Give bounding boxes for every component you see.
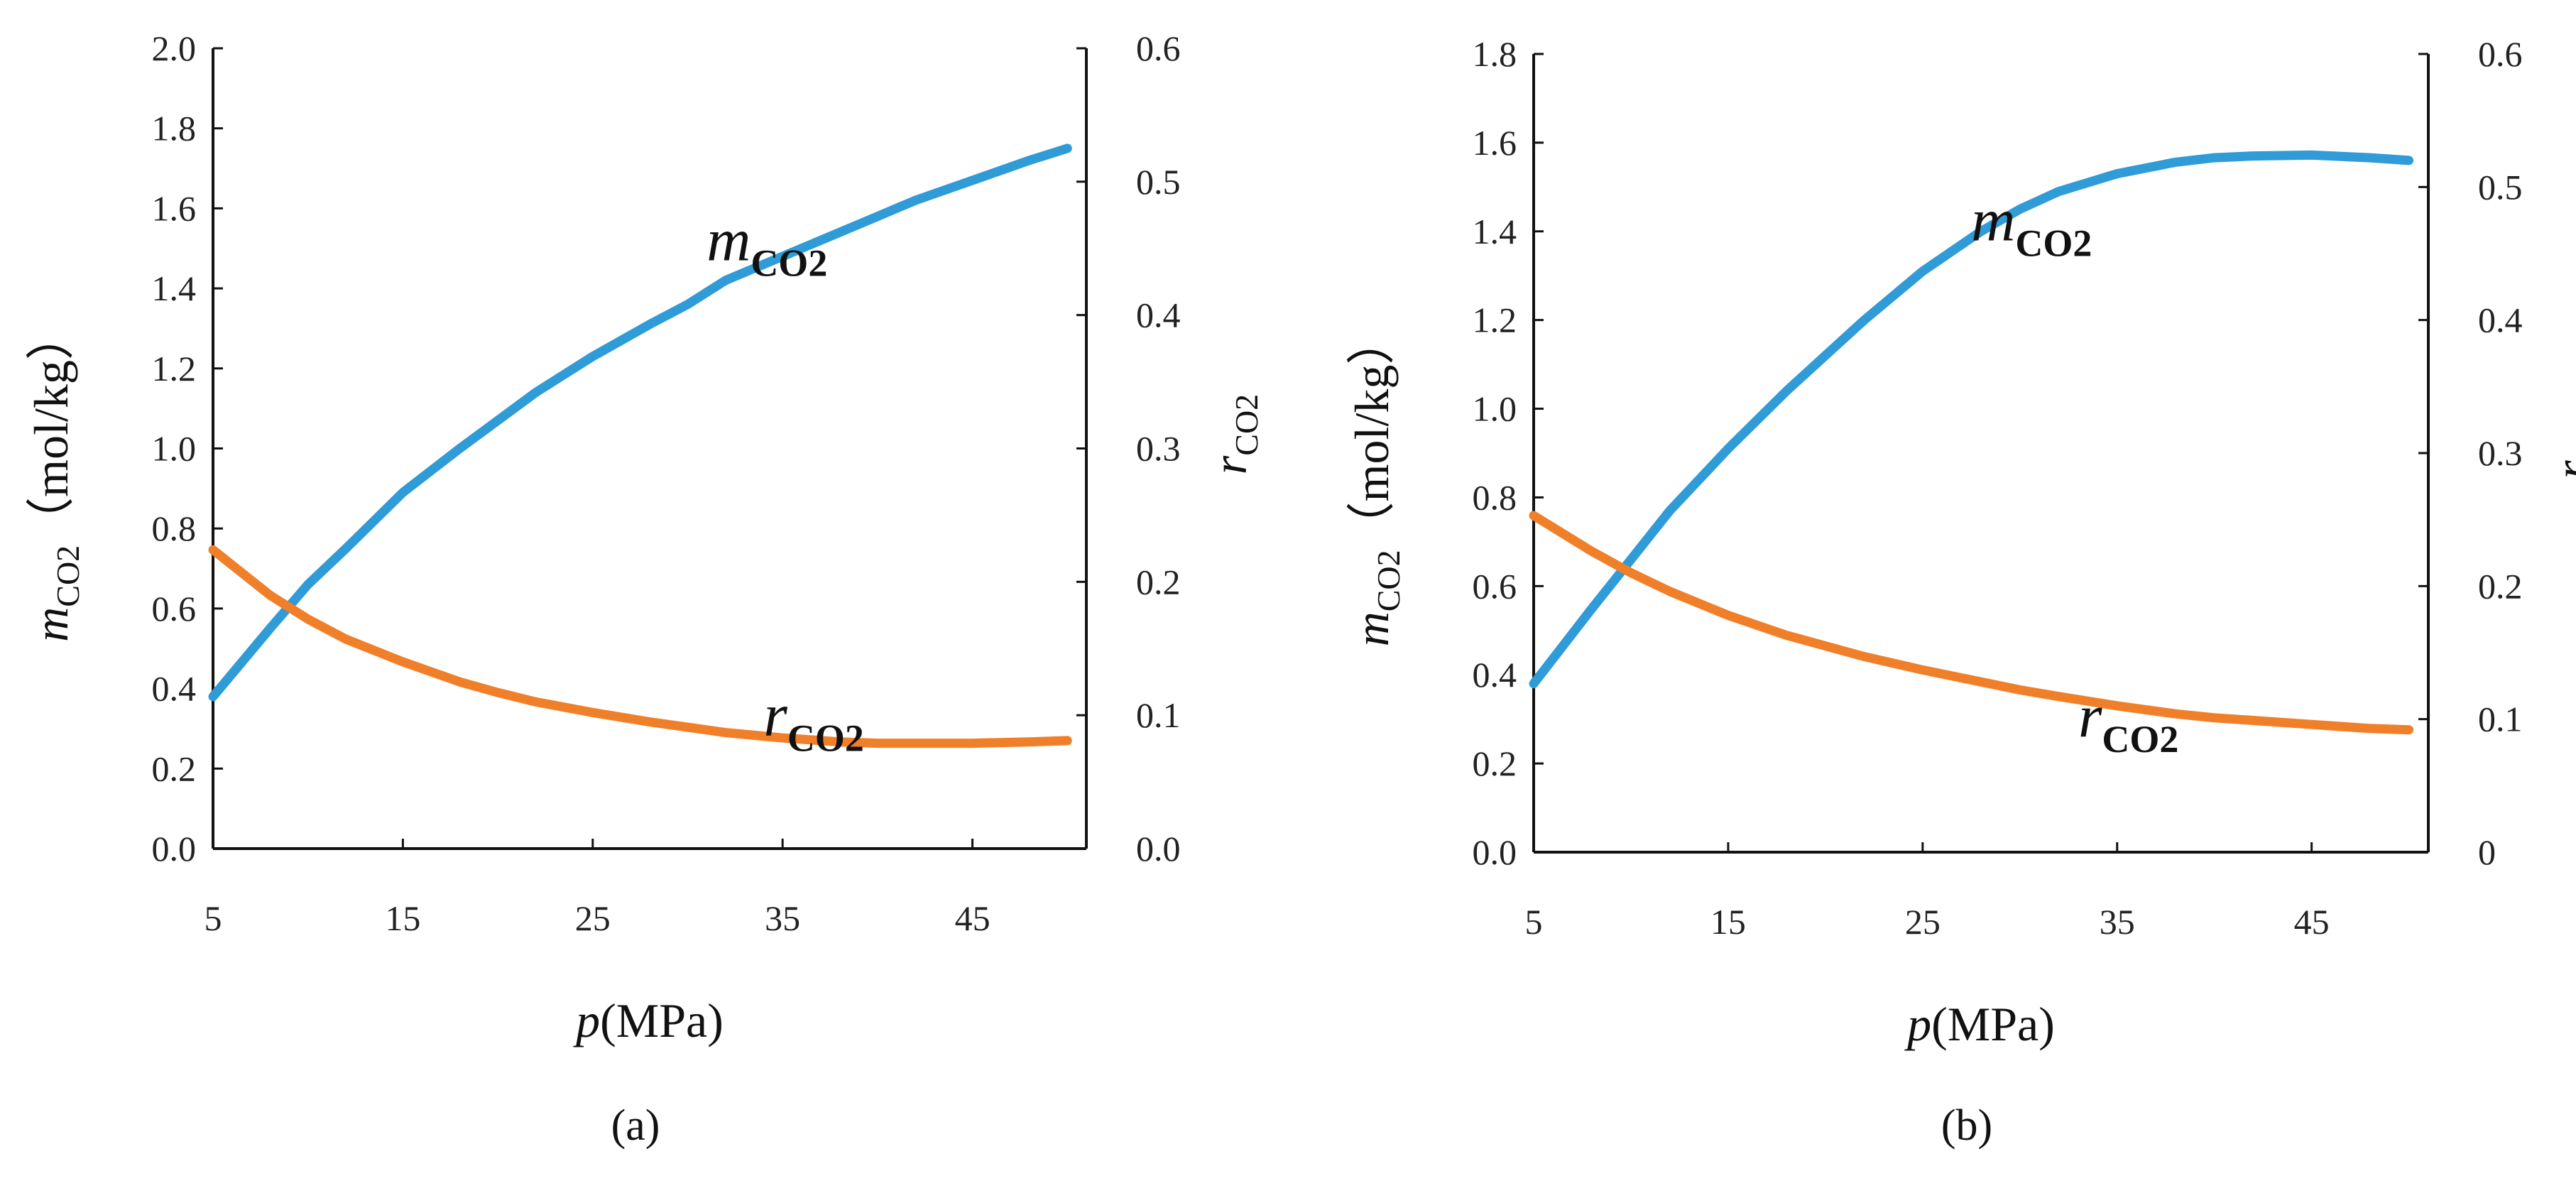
right-y-axis-title: rCO2: [2545, 398, 2576, 479]
x-tick-label: 5: [1525, 902, 1543, 942]
series-label-mCO2: mCO2: [706, 206, 827, 285]
x-axis-title: p(MPa): [1904, 997, 2055, 1051]
left-tick-label: 1.8: [152, 109, 197, 148]
right-tick-label: 0.2: [2478, 566, 2523, 606]
x-tick-label: 15: [385, 898, 420, 938]
left-tick-label: 1.0: [1473, 389, 1517, 429]
left-tick-label: 0.2: [1473, 744, 1517, 783]
x-tick-label: 35: [2100, 902, 2135, 942]
left-tick-label: 0.4: [152, 669, 197, 709]
right-tick-label: 0.5: [1136, 162, 1181, 202]
right-tick-label: 0.2: [1136, 562, 1181, 601]
series-label-rCO2: rCO2: [763, 680, 863, 759]
chart-panel-a: 0.0 0.2 0.4 0.6 0.8 1.0 1.2 1.4 1.6 1.8 2.0 0.0 0.1 0…: [24, 28, 1265, 1150]
left-tick-label: 0.2: [152, 748, 197, 788]
series-line-mCO2: [208, 143, 1072, 702]
x-tick-label: 25: [1905, 902, 1941, 942]
right-tick-label: 0.6: [1136, 28, 1181, 68]
right-tick-label: 0.1: [1136, 695, 1181, 735]
series-label-rCO2: rCO2: [2078, 682, 2178, 761]
x-axis-title: p(MPa): [573, 993, 724, 1047]
left-tick-label: 0.6: [152, 589, 197, 628]
right-tick-label: 0.3: [1136, 429, 1181, 469]
left-tick-label: 1.0: [152, 429, 197, 469]
right-tick-label: 0.1: [2478, 699, 2523, 739]
left-tick-label: 1.4: [152, 268, 197, 308]
left-tick-label: 0.4: [1473, 655, 1517, 695]
right-tick-label: 0.3: [2478, 433, 2523, 473]
x-tick-label: 5: [204, 898, 222, 938]
left-y-axis-title: mCO2（mol/kg）: [24, 312, 86, 642]
x-tick-label: 45: [955, 898, 990, 938]
left-tick-label: 1.2: [152, 349, 197, 388]
left-tick-label: 1.4: [1473, 212, 1517, 251]
left-tick-label: 1.6: [1473, 123, 1517, 163]
left-tick-label: 1.8: [1473, 34, 1517, 74]
right-tick-label: 0.6: [2478, 34, 2523, 74]
right-tick-label: 0.4: [1136, 295, 1181, 335]
x-tick-label: 15: [1710, 902, 1746, 942]
x-tick-label: 35: [765, 898, 800, 938]
right-tick-label: 0.5: [2478, 167, 2523, 207]
series-line-mCO2: [1529, 150, 2414, 689]
left-tick-label: 2.0: [152, 28, 197, 68]
left-tick-label: 0.0: [1473, 832, 1517, 872]
right-tick-label: 0.0: [1136, 829, 1181, 868]
left-tick-label: 0.8: [152, 508, 197, 548]
right-tick-label: 0: [2478, 832, 2496, 872]
panel-label: (b): [1941, 1101, 1992, 1150]
left-y-axis-title: mCO2（mol/kg）: [1345, 317, 1407, 647]
series-line-rCO2: [1529, 511, 2414, 735]
x-tick-label: 25: [575, 898, 611, 938]
left-tick-label: 0.8: [1473, 477, 1517, 517]
left-tick-label: 0.6: [1473, 566, 1517, 606]
panel-label: (a): [611, 1101, 660, 1150]
left-tick-label: 1.2: [1473, 300, 1517, 340]
right-y-axis-title: rCO2: [1203, 394, 1265, 474]
series-label-mCO2: mCO2: [1971, 185, 2092, 264]
series-line-rCO2: [208, 545, 1072, 748]
left-tick-label: 0.0: [152, 829, 197, 868]
chart-panel-b: 0.0 0.2 0.4 0.6 0.8 1.0 1.2 1.4 1.6 1.8 0 0.1 0.2 0.3…: [1345, 34, 2576, 1150]
x-tick-label: 45: [2294, 902, 2330, 942]
right-tick-label: 0.4: [2478, 300, 2523, 340]
left-tick-label: 1.6: [152, 188, 197, 228]
